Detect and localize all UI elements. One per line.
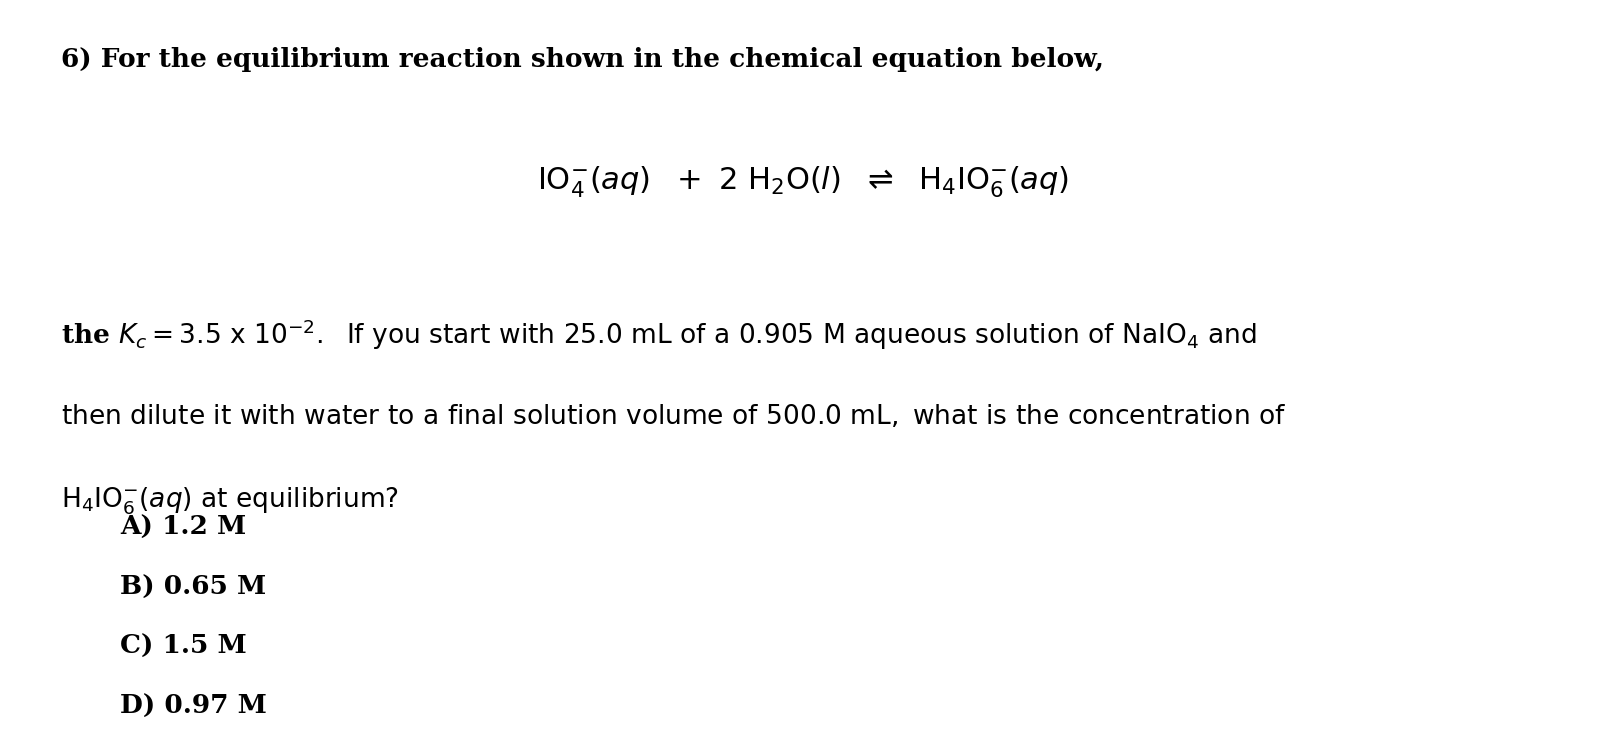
Text: $\mathrm{H_4IO_6^{-}}$$\mathit{(aq)}$$\mathrm{\ at\ equilibrium?}$: $\mathrm{H_4IO_6^{-}}$$\mathit{(aq)}$$\m… xyxy=(61,485,398,517)
Text: B) 0.65 M: B) 0.65 M xyxy=(120,575,266,599)
Text: 6) For the equilibrium reaction shown in the chemical equation below,: 6) For the equilibrium reaction shown in… xyxy=(61,47,1103,72)
Text: the $\mathit{K}_\mathit{c}$$= 3.5\ \mathrm{x}\ 10^{-2}$$.\ \ \mathrm{If\ you\ st: the $\mathit{K}_\mathit{c}$$= 3.5\ \math… xyxy=(61,318,1255,352)
Text: C) 1.5 M: C) 1.5 M xyxy=(120,634,247,659)
Text: D) 0.97 M: D) 0.97 M xyxy=(120,694,266,719)
Text: A) 1.2 M: A) 1.2 M xyxy=(120,515,247,539)
Text: $\mathrm{IO_4^{-}}$$\mathit{(aq)}$$\mathrm{\ \ +\ 2\ H_2O}$$\mathit{(l)}$$\ \ \r: $\mathrm{IO_4^{-}}$$\mathit{(aq)}$$\math… xyxy=(536,164,1069,200)
Text: $\mathrm{then\ dilute\ it\ with\ water\ to\ a\ final\ solution\ volume\ of\ 500.: $\mathrm{then\ dilute\ it\ with\ water\ … xyxy=(61,402,1286,429)
